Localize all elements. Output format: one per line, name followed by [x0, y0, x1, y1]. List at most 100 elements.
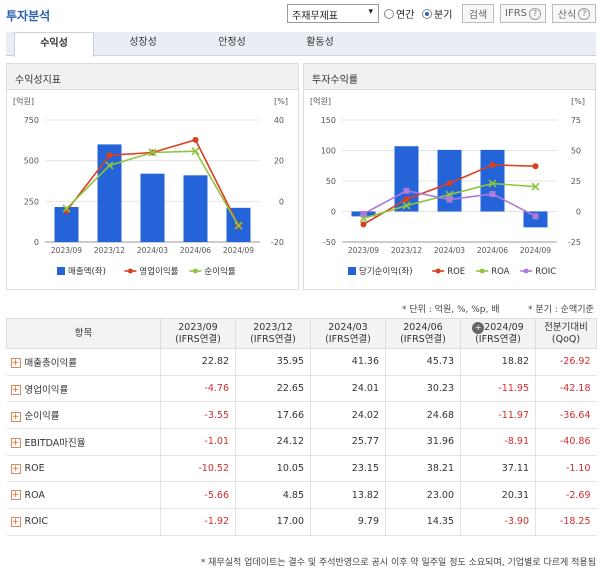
row-label: ROE: [24, 463, 45, 475]
value-cell: 23.15: [310, 455, 386, 483]
header-period: 2023/12 (IFRS연결): [235, 318, 311, 349]
value-cell: 45.73: [385, 348, 461, 376]
row-label-cell[interactable]: + 영업이익률: [6, 375, 161, 403]
tab-activity[interactable]: 활동성: [306, 37, 334, 48]
qoq-cell: -40.86: [535, 428, 597, 456]
plus-circle-icon[interactable]: +: [472, 321, 485, 334]
data-point: [105, 161, 114, 170]
header-period: 2024/06 (IFRS연결): [385, 318, 461, 349]
left-tick-label: 100: [321, 147, 336, 156]
value-cell: 38.21: [385, 455, 461, 483]
table-row: + ROE -10.52 10.05 23.15 38.21 37.11 -1.10: [6, 455, 597, 483]
bar: [523, 211, 548, 228]
expand-icon[interactable]: +: [10, 385, 21, 396]
select-value: 주재무제표: [292, 11, 338, 22]
x-tick-label: 2024/03: [137, 246, 168, 255]
qoq-cell: -36.64: [535, 401, 597, 430]
expand-icon[interactable]: +: [10, 411, 21, 422]
value-cell: -3.55: [160, 401, 236, 430]
value-cell: -4.76: [160, 375, 236, 403]
value-cell: -1.01: [160, 428, 236, 456]
left-unit-label: [억원]: [13, 96, 34, 106]
term-label: 산식: [557, 10, 577, 21]
left-tick-label: 500: [24, 157, 39, 166]
expand-icon[interactable]: +: [10, 438, 21, 449]
row-label-cell[interactable]: + 매출총이익률: [6, 348, 161, 376]
term-button[interactable]: 산식 ?: [552, 4, 596, 23]
profitability-chart-panel: 수익성지표 [억원] [%] 750 40 500 20 250 0 0 -20 2023/09 20…: [6, 63, 299, 290]
radio-quarter[interactable]: 분기: [422, 6, 452, 21]
left-tick-label: 250: [24, 197, 39, 206]
value-cell: 24.12: [235, 428, 311, 456]
profitability-chart: [억원] [%] 750 40 500 20 250 0 0 -20 2023/09 2023/12 2…: [13, 96, 288, 277]
right-unit-label: [%]: [274, 97, 288, 106]
tab-growth[interactable]: 성장성: [129, 37, 157, 48]
right-tick-label: 75: [571, 116, 581, 125]
table-row: + 매출총이익률 22.82 35.95 41.36 45.73 18.82 -26.92: [6, 348, 597, 376]
legend-marker: [127, 268, 133, 274]
value-cell: 31.96: [385, 428, 461, 456]
right-tick-label: -20: [271, 238, 284, 247]
value-cell: 24.68: [385, 401, 461, 430]
row-label-cell[interactable]: + ROA: [6, 481, 161, 510]
expand-icon[interactable]: +: [10, 358, 21, 369]
value-cell: 10.05: [235, 455, 311, 483]
x-tick-label: 2023/12: [391, 246, 422, 255]
value-cell: 35.95: [235, 348, 311, 376]
profitability-table: 항목 2023/09 (IFRS연결) 2023/12 (IFRS연결) 2024/…: [6, 318, 597, 536]
ifrs-button[interactable]: IFRS ?: [500, 4, 546, 23]
expand-icon[interactable]: +: [10, 516, 21, 527]
qoq-cell: -26.92: [535, 348, 597, 376]
tab-stability[interactable]: 안정성: [218, 37, 246, 48]
data-point: [446, 180, 453, 187]
header-period: 2024/03 (IFRS연결): [310, 318, 386, 349]
right-tick-label: 20: [274, 157, 284, 166]
value-cell: 4.85: [235, 481, 311, 510]
header-item: 항목: [6, 318, 161, 349]
qoq-cell: -42.18: [535, 375, 597, 403]
table-row: + ROA -5.66 4.85 13.82 23.00 20.31 -2.69: [6, 481, 597, 510]
return-chart: [억원] [%] 150 75 100 50 50 25 0 0 -50 -25 2023/09 2023…: [310, 96, 585, 277]
data-point: [191, 147, 200, 156]
data-point: [531, 182, 540, 191]
value-cell: 9.79: [310, 508, 386, 536]
unit-note: * 단위 : 억원, %, %p, 배: [402, 305, 500, 315]
left-tick-label: -50: [323, 238, 336, 247]
data-point: [62, 204, 71, 213]
row-label: ROIC: [24, 516, 49, 528]
tab-profitability[interactable]: 수익성: [14, 32, 94, 57]
value-cell: -11.97: [460, 401, 536, 430]
data-point: [234, 221, 243, 230]
left-unit-label: [억원]: [310, 96, 331, 106]
search-button[interactable]: 검색: [462, 4, 494, 23]
table-row: + 순이익률 -3.55 17.66 24.02 24.68 -11.97 -36.64: [6, 401, 597, 430]
value-cell: 22.65: [235, 375, 311, 403]
category-tabs: 수익성 성장성 안정성 활동성: [6, 32, 596, 57]
left-tick-label: 50: [326, 177, 336, 186]
table-row: + 영업이익률 -4.76 22.65 24.01 30.23 -11.95 -42.18: [6, 375, 597, 403]
header: 투자분석 주재무제표 ▾ 연간 분기 검색 IFRS ? 산식 ?: [0, 0, 600, 28]
radio-annual[interactable]: 연간: [384, 6, 414, 21]
row-label-cell[interactable]: + ROIC: [6, 508, 161, 536]
expand-icon[interactable]: +: [10, 490, 21, 501]
value-cell: 24.01: [310, 375, 386, 403]
legend-swatch: [348, 267, 356, 275]
expand-icon[interactable]: +: [10, 463, 21, 474]
data-point: [489, 161, 496, 168]
qoq-cell: -18.25: [535, 508, 597, 536]
row-label: 영업이익률: [24, 384, 69, 396]
return-chart-panel: 투자수익률 [억원] [%] 150 75 100 50 50 25 0 0 -50 -25 2023/…: [303, 63, 596, 290]
row-label-cell[interactable]: + EBITDA마진율: [6, 428, 161, 456]
quarter-note: * 분기 : 순액기준: [528, 305, 594, 315]
panel-title: 투자수익률: [304, 64, 595, 90]
data-point: [192, 136, 199, 143]
header-period: 2023/09 (IFRS연결): [160, 318, 236, 349]
statement-type-select[interactable]: 주재무제표 ▾: [287, 4, 379, 23]
left-tick-label: 0: [331, 208, 336, 217]
row-label-cell[interactable]: + ROE: [6, 455, 161, 483]
row-label-cell[interactable]: + 순이익률: [6, 401, 161, 430]
value-cell: 17.66: [235, 401, 311, 430]
ifrs-label: IFRS: [505, 8, 527, 19]
right-tick-label: -25: [568, 238, 581, 247]
data-point: [532, 163, 539, 170]
